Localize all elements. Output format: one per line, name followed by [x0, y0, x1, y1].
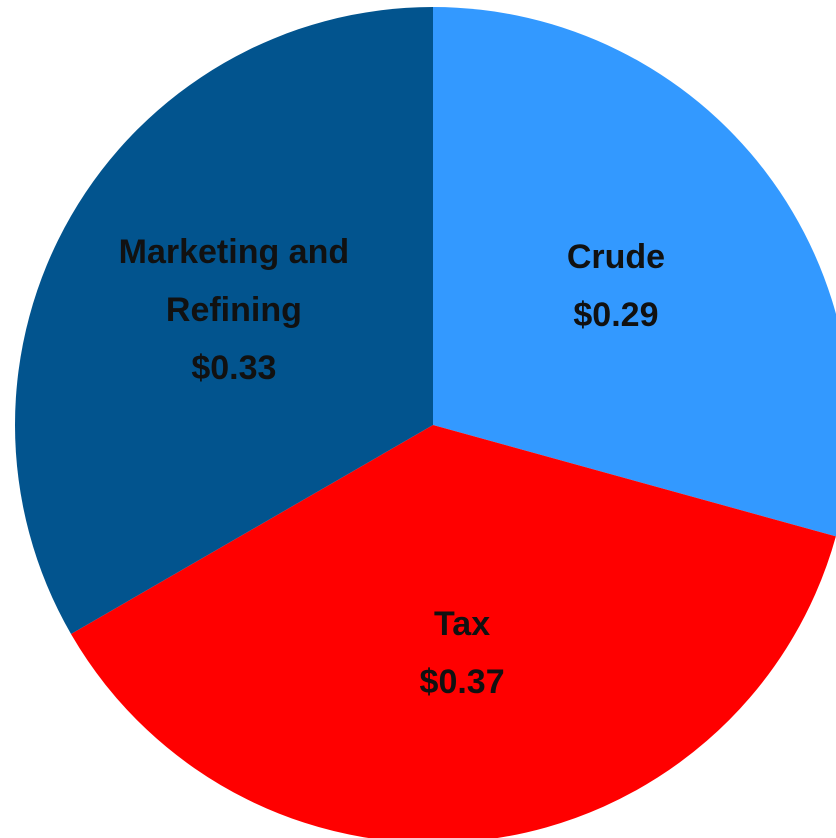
value-label: $0.29: [573, 295, 659, 334]
value-label: $0.37: [419, 663, 505, 702]
pie-slice: [14, 7, 433, 634]
category-label: Tax: [434, 605, 491, 644]
category-label: Marketing and Refining: [118, 233, 350, 330]
pie-slice: [71, 425, 836, 838]
slice-label: Tax $0.37: [327, 595, 597, 711]
pie-slice: [433, 7, 836, 537]
category-label: Crude: [566, 237, 666, 276]
slice-label: Crude $0.29: [481, 228, 751, 344]
value-label: $0.33: [191, 349, 277, 388]
slice-label: Marketing and Refining $0.33: [99, 223, 369, 397]
